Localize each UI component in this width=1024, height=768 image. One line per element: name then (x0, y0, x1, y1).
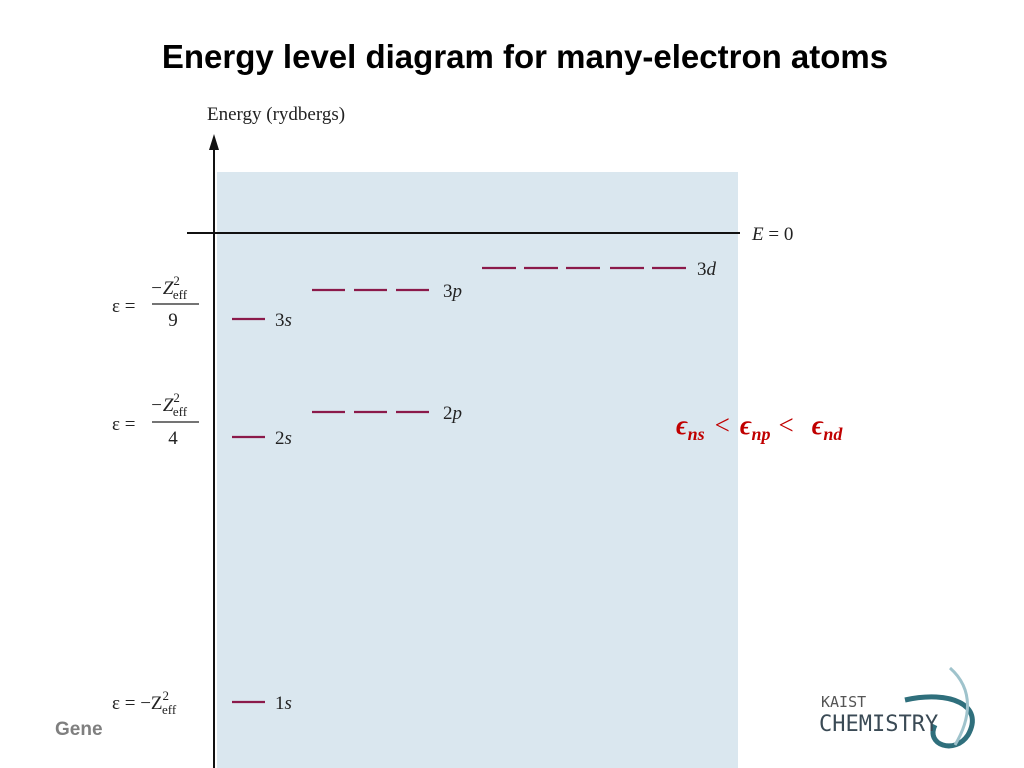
subscript: np (752, 424, 771, 444)
logo-bottom: CHEMISTRY (819, 712, 938, 737)
sub: eff (173, 287, 188, 302)
n: 2 (275, 428, 285, 449)
sign: −Z (150, 278, 174, 299)
epsilon: ϵ (740, 410, 752, 440)
n: 2 (443, 403, 453, 424)
n: 3 (443, 281, 453, 302)
axis-arrow (209, 134, 219, 150)
formula-numerator: −Z2 eff (150, 273, 188, 302)
denominator: 9 (168, 310, 178, 331)
l: p (451, 403, 463, 424)
zero-label: E = 0 (751, 224, 793, 245)
subscript: nd (823, 424, 843, 444)
subscript: ns (688, 424, 705, 444)
epsilon: ϵ (676, 410, 688, 440)
logo: KAIST CHEMISTRY (819, 666, 975, 749)
n: 1 (275, 693, 285, 714)
l: p (451, 281, 463, 302)
sub: eff (173, 404, 188, 419)
logo-swoosh (948, 666, 969, 746)
sign: −Z (150, 395, 174, 416)
l: s (285, 693, 292, 714)
denominator: 4 (168, 428, 178, 449)
level-label: 3d (697, 259, 717, 280)
sup: 2 (163, 688, 170, 703)
l: d (707, 259, 717, 280)
inequality: ϵns < ϵnp < ϵnd (676, 410, 843, 444)
level-label: 3s (275, 310, 292, 331)
l: s (285, 428, 292, 449)
logo-swoosh (904, 694, 975, 749)
sup: 2 (173, 273, 180, 288)
level-label: 2p (443, 403, 462, 424)
slide-title: Energy level diagram for many-electron a… (162, 38, 888, 75)
formula-lhs: ε = (112, 414, 135, 435)
orbital-levels (232, 266, 686, 704)
formula: ε = −Z2 eff (112, 688, 177, 717)
sub: eff (162, 702, 177, 717)
logo-top: KAIST (821, 693, 866, 711)
shaded-region (217, 172, 738, 768)
epsilon: ϵ (812, 410, 824, 440)
footer: Gene (55, 719, 103, 740)
l: s (285, 310, 292, 331)
n: 3 (275, 310, 285, 331)
formula-numerator: −Z2 eff (150, 390, 188, 419)
less-than: < (779, 410, 794, 440)
sup: 2 (173, 390, 180, 405)
level-label: 3p (443, 281, 462, 302)
axis-label: Energy (rydbergs) (207, 104, 345, 125)
zero-rest: = 0 (768, 224, 793, 245)
zero-symbol: E (751, 224, 764, 245)
n: 3 (697, 259, 707, 280)
level-label: 2s (275, 428, 292, 449)
formula-lhs: ε = (112, 296, 135, 317)
lhs: ε = −Z (112, 693, 163, 714)
level-label: 1s (275, 693, 292, 714)
less-than: < (715, 410, 730, 440)
